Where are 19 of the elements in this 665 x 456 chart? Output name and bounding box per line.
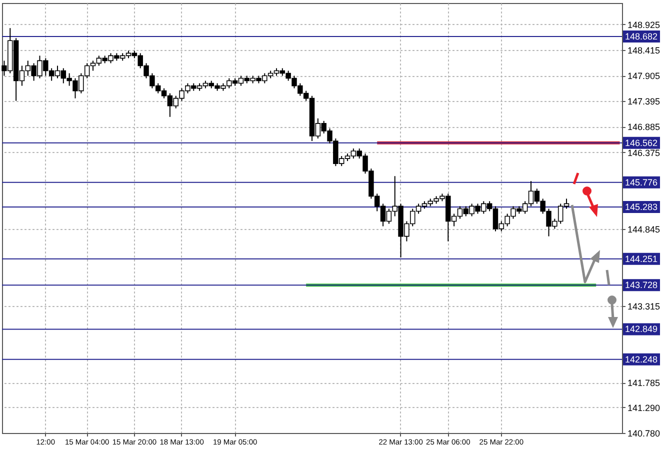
ref-line-label: 143.728: [625, 280, 658, 290]
ref-line-label: 146.562: [625, 138, 658, 148]
y-tick-label: 141.290: [628, 402, 660, 413]
y-tick-label: 147.395: [628, 96, 660, 107]
y-tick-label: 141.785: [628, 378, 660, 388]
ref-line-label: 148.682: [625, 32, 658, 42]
y-tick-label: 143.315: [628, 301, 660, 312]
ref-line-label: 142.248: [625, 354, 658, 364]
y-tick-label: 147.905: [628, 71, 660, 82]
y-tick-label: 144.845: [628, 224, 660, 235]
y-tick-label: 140.780: [628, 428, 660, 438]
y-tick-label: 148.415: [628, 45, 660, 56]
y-tick-label: 148.925: [628, 20, 660, 30]
ref-line-label: 142.849: [625, 324, 658, 334]
y-tick-label: 146.375: [628, 148, 660, 158]
y-tick-label: 146.885: [628, 122, 660, 132]
ref-line-label: 144.251: [625, 254, 658, 264]
ref-line-label: 145.283: [625, 202, 658, 212]
ref-line-label: 145.776: [625, 177, 658, 188]
